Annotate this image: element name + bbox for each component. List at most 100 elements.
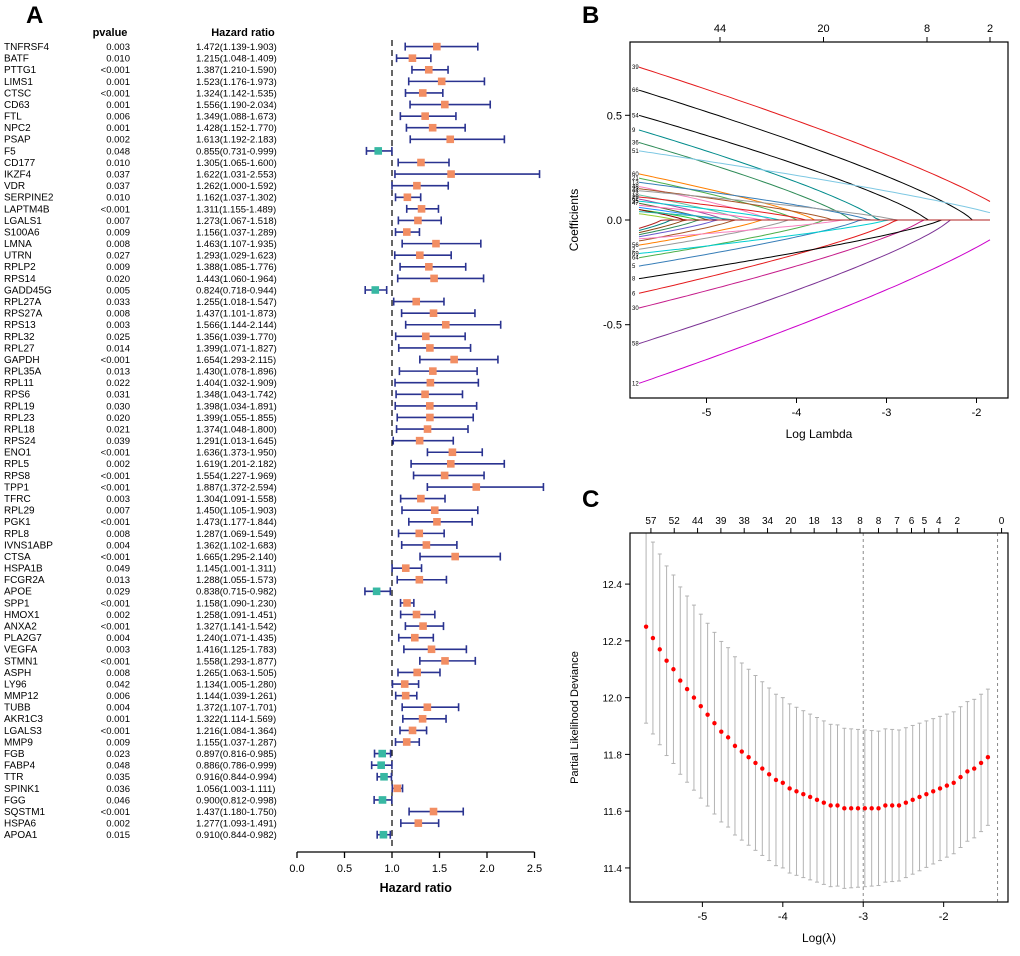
svg-text:1.349(1.088-1.673): 1.349(1.088-1.673) bbox=[196, 112, 277, 123]
svg-text:1.372(1.107-1.701): 1.372(1.107-1.701) bbox=[196, 703, 277, 714]
hr-marker bbox=[423, 703, 432, 712]
hr-marker bbox=[426, 344, 434, 352]
svg-text:60: 60 bbox=[632, 172, 639, 178]
forest-plot: pvalue Hazard ratio TNFRSF4 0.003 1.472(1.13… bbox=[4, 27, 545, 895]
forest-row: CD63 0.001 1.556(1.190-2.034) bbox=[4, 100, 492, 111]
svg-text:1.311(1.155-1.489): 1.311(1.155-1.489) bbox=[196, 204, 276, 215]
svg-text:STMN1: STMN1 bbox=[4, 656, 38, 667]
forest-row: PGK1 <0.001 1.473(1.177-1.844) bbox=[4, 517, 473, 528]
svg-text:1.273(1.067-1.518): 1.273(1.067-1.518) bbox=[196, 216, 277, 227]
svg-text:0.048: 0.048 bbox=[106, 761, 130, 772]
svg-text:1.144(1.039-1.261): 1.144(1.039-1.261) bbox=[196, 691, 277, 702]
svg-text:0.009: 0.009 bbox=[106, 737, 130, 748]
cv-dot bbox=[862, 806, 868, 811]
svg-text:RPL32: RPL32 bbox=[4, 332, 35, 343]
forest-row: RPS24 0.039 1.291(1.013-1.645) bbox=[4, 436, 455, 447]
svg-text:RPS6: RPS6 bbox=[4, 390, 31, 401]
svg-text:0.023: 0.023 bbox=[106, 749, 130, 760]
svg-text:1.356(1.039-1.770): 1.356(1.039-1.770) bbox=[196, 332, 277, 343]
cv-dot bbox=[684, 686, 690, 692]
svg-text:2: 2 bbox=[987, 23, 993, 35]
forest-headers: pvalue Hazard ratio bbox=[93, 27, 275, 39]
forest-row: HSPA6 0.002 1.277(1.093-1.491) bbox=[4, 819, 440, 830]
svg-text:RPL11: RPL11 bbox=[4, 378, 34, 389]
hr-marker bbox=[428, 123, 437, 132]
forest-row: CD177 0.010 1.305(1.065-1.600) bbox=[4, 158, 450, 169]
svg-text:18: 18 bbox=[809, 516, 821, 527]
hr-marker bbox=[441, 100, 449, 109]
svg-text:0.008: 0.008 bbox=[106, 668, 130, 679]
forest-row: FCGR2A 0.013 1.288(1.055-1.573) bbox=[4, 575, 448, 586]
svg-text:8: 8 bbox=[857, 516, 863, 527]
forest-row: RPL35A 0.013 1.430(1.078-1.896) bbox=[4, 367, 478, 378]
svg-text:AKR1C3: AKR1C3 bbox=[4, 714, 43, 725]
svg-text:1.277(1.093-1.491): 1.277(1.093-1.491) bbox=[196, 819, 277, 830]
hr-marker bbox=[402, 738, 411, 746]
svg-text:1.305(1.065-1.600): 1.305(1.065-1.600) bbox=[196, 158, 277, 169]
svg-text:1.558(1.293-1.877): 1.558(1.293-1.877) bbox=[196, 656, 277, 667]
svg-text:1.162(1.037-1.302): 1.162(1.037-1.302) bbox=[196, 193, 277, 204]
svg-text:ENO1: ENO1 bbox=[4, 448, 32, 459]
svg-text:1.430(1.078-1.896): 1.430(1.078-1.896) bbox=[196, 367, 277, 378]
curve-index-labels: 3966549365160211348234418296235471258306… bbox=[632, 65, 639, 387]
svg-text:0.033: 0.033 bbox=[106, 297, 130, 308]
forest-row: LMNA 0.008 1.463(1.107-1.935) bbox=[4, 239, 482, 250]
cv-dot bbox=[828, 803, 833, 808]
svg-text:1.463(1.107-1.935): 1.463(1.107-1.935) bbox=[196, 239, 277, 250]
svg-text:1.288(1.055-1.573): 1.288(1.055-1.573) bbox=[196, 575, 277, 586]
svg-text:ANXA2: ANXA2 bbox=[4, 622, 37, 633]
svg-text:1.399(1.055-1.855): 1.399(1.055-1.855) bbox=[196, 413, 277, 424]
svg-text:20: 20 bbox=[785, 516, 797, 527]
hr-marker bbox=[433, 42, 441, 51]
svg-text:5: 5 bbox=[632, 264, 636, 270]
svg-text:0.910(0.844-0.982): 0.910(0.844-0.982) bbox=[196, 830, 277, 841]
forest-row: RPL29 0.007 1.450(1.105-1.903) bbox=[4, 506, 479, 517]
forest-row: PTTG1 <0.001 1.387(1.210-1.590) bbox=[4, 65, 449, 76]
forest-row: RPL27 0.014 1.399(1.071-1.827) bbox=[4, 343, 472, 354]
cv-axes: -5 -4 -3 -211.411.611.812.012.212.457 52 44 39… bbox=[569, 516, 1009, 945]
hr-marker bbox=[414, 819, 423, 827]
forest-row: PLA2G7 0.004 1.240(1.071-1.435) bbox=[4, 633, 435, 644]
forest-row: RPS13 0.003 1.566(1.144-2.144) bbox=[4, 320, 502, 331]
svg-text:1.437(1.180-1.750): 1.437(1.180-1.750) bbox=[196, 807, 277, 818]
svg-text:<0.001: <0.001 bbox=[101, 552, 130, 563]
svg-text:UTRN: UTRN bbox=[4, 251, 32, 262]
svg-text:0: 0 bbox=[999, 516, 1005, 527]
svg-text:18: 18 bbox=[632, 193, 639, 199]
svg-text:0.002: 0.002 bbox=[106, 459, 130, 470]
svg-text:1.416(1.125-1.783): 1.416(1.125-1.783) bbox=[196, 645, 277, 656]
coef-path bbox=[638, 89, 990, 221]
svg-text:0.838(0.715-0.982): 0.838(0.715-0.982) bbox=[196, 587, 277, 598]
hr-marker bbox=[401, 564, 410, 572]
forest-row: SPINK1 0.036 1.056(1.003-1.111) bbox=[4, 784, 404, 795]
svg-text:1.556(1.190-2.034): 1.556(1.190-2.034) bbox=[196, 100, 277, 111]
svg-text:0.049: 0.049 bbox=[106, 564, 130, 575]
forest-row: S100A6 0.009 1.156(1.037-1.289) bbox=[4, 227, 421, 238]
svg-text:RPL27: RPL27 bbox=[4, 343, 35, 354]
svg-text:1.387(1.210-1.590): 1.387(1.210-1.590) bbox=[196, 65, 277, 76]
svg-text:1.374(1.048-1.800): 1.374(1.048-1.800) bbox=[196, 424, 277, 435]
svg-text:HMOX1: HMOX1 bbox=[4, 610, 40, 621]
forest-row: FGB 0.023 0.897(0.816-0.985) bbox=[4, 749, 392, 760]
cv-dot bbox=[814, 797, 820, 803]
svg-text:0.900(0.812-0.998): 0.900(0.812-0.998) bbox=[196, 795, 277, 806]
svg-text:1.262(1.000-1.592): 1.262(1.000-1.592) bbox=[196, 181, 277, 192]
forest-row: SERPINE2 0.010 1.162(1.037-1.302) bbox=[4, 193, 422, 204]
svg-text:1.399(1.071-1.827): 1.399(1.071-1.827) bbox=[196, 343, 277, 354]
cv-dot bbox=[985, 755, 991, 760]
svg-text:1.428(1.152-1.770): 1.428(1.152-1.770) bbox=[196, 123, 277, 134]
coef-path bbox=[638, 66, 991, 202]
svg-text:44: 44 bbox=[692, 516, 704, 527]
svg-text:-3: -3 bbox=[858, 911, 868, 923]
svg-text:0.003: 0.003 bbox=[106, 42, 130, 53]
svg-text:0.006: 0.006 bbox=[106, 691, 130, 702]
svg-text:35: 35 bbox=[632, 199, 639, 205]
forest-row: IVNS1ABP 0.004 1.362(1.102-1.683) bbox=[4, 540, 458, 551]
svg-text:2.0: 2.0 bbox=[479, 863, 494, 875]
forest-row: GAPDH <0.001 1.654(1.293-2.115) bbox=[4, 355, 499, 366]
hr-marker bbox=[441, 657, 449, 665]
cv-dot bbox=[951, 780, 956, 785]
svg-text:SQSTM1: SQSTM1 bbox=[4, 807, 46, 818]
svg-text:LGALS1: LGALS1 bbox=[4, 216, 42, 227]
hr-marker bbox=[403, 193, 412, 202]
